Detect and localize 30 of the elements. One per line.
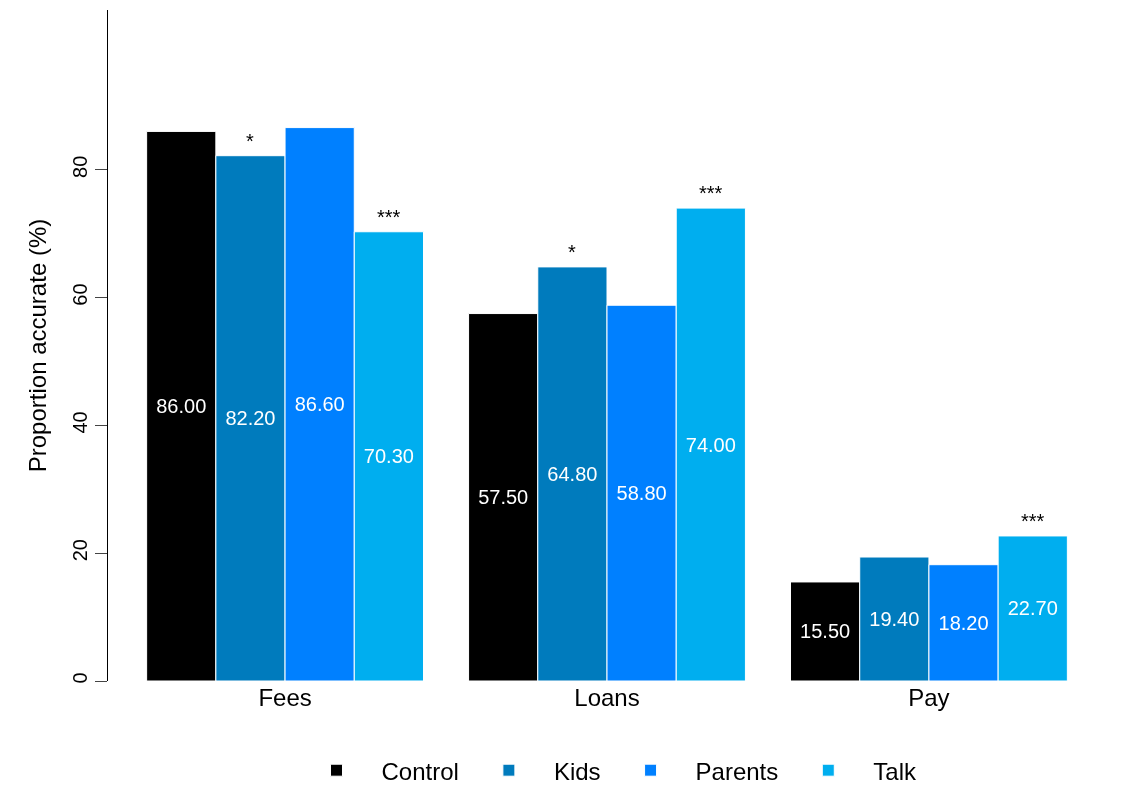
data-label: 18.20 xyxy=(938,611,989,634)
legend-label: Talk xyxy=(873,757,917,785)
annotation: *** xyxy=(699,182,723,204)
x-tick-label: Loans xyxy=(574,684,640,711)
y-tick-label: 0 xyxy=(69,672,91,684)
y-tick-label: 20 xyxy=(69,539,91,562)
data-label: 86.60 xyxy=(294,393,345,416)
data-label: 57.50 xyxy=(478,486,529,509)
x-tick-label: Fees xyxy=(258,684,312,711)
data-label: 58.80 xyxy=(616,482,667,505)
annotation: *** xyxy=(377,206,401,228)
data-label: 22.70 xyxy=(1007,597,1058,620)
annotation: * xyxy=(568,241,576,263)
data-label: 19.40 xyxy=(869,608,920,631)
x-tick-label: Pay xyxy=(908,684,950,711)
data-label: 64.80 xyxy=(547,462,598,485)
y-tick-label: 60 xyxy=(69,283,91,306)
data-label: 82.20 xyxy=(225,407,276,430)
legend-label: Kids xyxy=(553,757,601,785)
legend-label: Parents xyxy=(695,757,779,785)
data-label: 70.30 xyxy=(363,445,414,468)
y-axis-title: Proportion accurate (%) xyxy=(24,218,52,473)
data-label: 86.00 xyxy=(156,395,207,418)
data-label: 15.50 xyxy=(800,620,851,643)
annotation: * xyxy=(246,130,254,152)
data-label: 74.00 xyxy=(685,433,736,456)
y-tick-label: 40 xyxy=(69,411,91,434)
legend-label: Control xyxy=(381,757,459,785)
annotation: *** xyxy=(1021,510,1045,532)
y-tick-label: 80 xyxy=(69,155,91,178)
